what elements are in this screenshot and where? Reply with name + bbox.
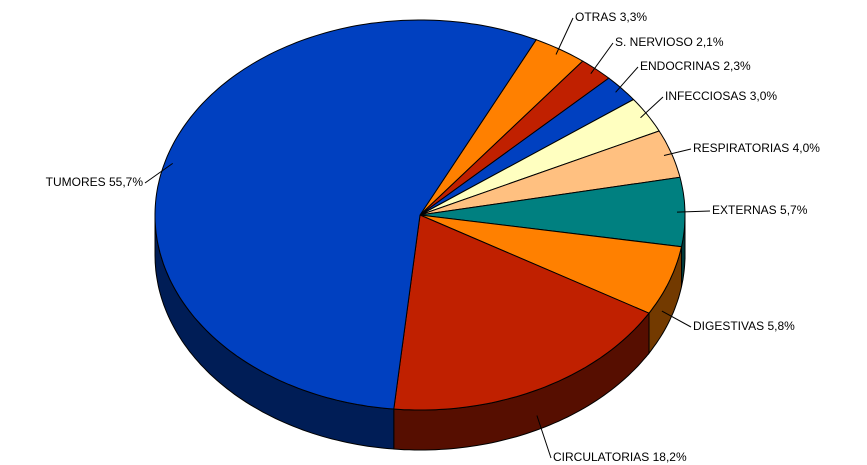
slice-label: S. NERVIOSO 2,1% xyxy=(615,35,724,49)
label-name: TUMORES xyxy=(46,175,106,189)
leader-line xyxy=(663,148,692,156)
slice-label: EXTERNAS 5,7% xyxy=(712,203,808,217)
leader-line xyxy=(144,162,173,184)
slice-label: ENDOCRINAS 2,3% xyxy=(640,59,751,73)
label-value: 5,7% xyxy=(780,203,808,217)
label-name: RESPIRATORIAS xyxy=(693,141,789,155)
slice xyxy=(419,60,610,216)
leader-line xyxy=(590,42,614,74)
leader-line xyxy=(661,310,692,328)
label-value: 2,3% xyxy=(723,59,751,73)
label-value: 2,1% xyxy=(696,35,724,49)
leader-line xyxy=(555,17,574,55)
slice xyxy=(154,19,537,410)
slice-label: INFECCIOSAS 3,0% xyxy=(665,89,777,103)
slice-label: DIGESTIVAS 5,8% xyxy=(693,319,795,333)
leader-line xyxy=(676,210,711,213)
slice-label: TUMORES 55,7% xyxy=(46,175,144,189)
leader-line xyxy=(640,96,664,119)
label-name: CIRCULATORIAS xyxy=(553,450,649,464)
label-name: OTRAS xyxy=(575,10,616,24)
label-value: 55,7% xyxy=(109,175,143,189)
label-value: 3,3% xyxy=(620,10,648,24)
label-name: INFECCIOSAS xyxy=(665,89,746,103)
label-value: 5,8% xyxy=(767,319,795,333)
slice-label: CIRCULATORIAS 18,2% xyxy=(553,450,687,464)
label-name: ENDOCRINAS xyxy=(640,59,720,73)
label-value: 4,0% xyxy=(793,141,821,155)
slice xyxy=(393,214,650,411)
slice-label: RESPIRATORIAS 4,0% xyxy=(693,141,820,155)
leader-line xyxy=(615,66,639,93)
label-value: 18,2% xyxy=(653,450,687,464)
label-value: 3,0% xyxy=(750,89,778,103)
slice xyxy=(419,39,584,216)
label-name: S. NERVIOSO xyxy=(615,35,693,49)
slice-label: OTRAS 3,3% xyxy=(575,10,647,24)
slice xyxy=(419,98,660,216)
slice xyxy=(419,214,683,314)
leader-line xyxy=(536,415,552,459)
slice xyxy=(419,77,635,216)
label-name: EXTERNAS xyxy=(712,203,777,217)
label-name: DIGESTIVAS xyxy=(693,319,764,333)
